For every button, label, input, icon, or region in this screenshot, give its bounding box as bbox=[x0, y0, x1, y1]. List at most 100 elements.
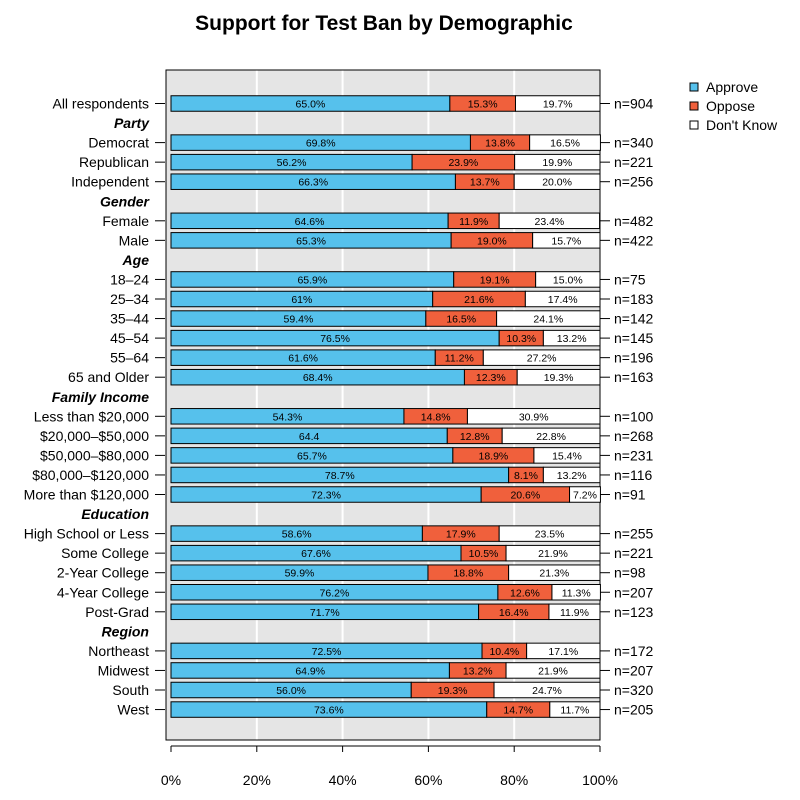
sample-size-label: n=207 bbox=[614, 584, 654, 600]
category-label: Democrat bbox=[88, 135, 149, 151]
data-label: 12.8% bbox=[460, 431, 490, 443]
bar-row: Northeast 72.5% 10.4% 17.1% n=172 bbox=[88, 642, 654, 660]
legend-swatch bbox=[689, 101, 699, 111]
data-label: 14.8% bbox=[421, 411, 451, 423]
category-label: Midwest bbox=[98, 662, 149, 678]
sample-size-label: n=183 bbox=[614, 291, 654, 307]
data-label: 17.1% bbox=[548, 646, 578, 658]
category-label: Less than $20,000 bbox=[34, 408, 149, 424]
data-label: 13.2% bbox=[557, 470, 587, 482]
category-label: $20,000–$50,000 bbox=[40, 428, 149, 444]
group-heading: Region bbox=[102, 623, 149, 639]
data-label: 11.9% bbox=[560, 607, 589, 619]
data-label: 27.2% bbox=[527, 353, 557, 365]
legend-swatch bbox=[689, 120, 699, 130]
data-label: 58.6% bbox=[282, 529, 312, 541]
sample-size-label: n=196 bbox=[614, 350, 654, 366]
bar-row: $20,000–$50,000 64.4 12.8% 22.8% n=268 bbox=[40, 427, 654, 445]
sample-size-label: n=268 bbox=[614, 428, 654, 444]
category-label: More than $120,000 bbox=[24, 487, 150, 503]
bar-row: Democrat 69.8% 13.8% 16.5% n=340 bbox=[88, 134, 654, 151]
category-label: High School or Less bbox=[24, 526, 149, 542]
data-label: 19.3% bbox=[438, 685, 468, 697]
data-label: 65.9% bbox=[297, 274, 327, 286]
bar-row: High School or Less 58.6% 17.9% 23.5% n=255 bbox=[24, 525, 654, 542]
x-tick-label: 40% bbox=[329, 772, 357, 788]
data-label: 61.6% bbox=[288, 353, 318, 365]
sample-size-label: n=123 bbox=[614, 604, 654, 620]
category-label: 4-Year College bbox=[57, 584, 149, 600]
category-label: Post-Grad bbox=[85, 604, 149, 620]
data-label: 61% bbox=[291, 294, 312, 306]
bar-row: Republican 56.2% 23.9% 19.9% n=221 bbox=[79, 153, 654, 171]
group-heading: Family Income bbox=[52, 389, 149, 405]
data-label: 8.1% bbox=[514, 470, 538, 482]
category-label: 55–64 bbox=[110, 350, 149, 366]
data-label: 76.5% bbox=[320, 333, 350, 345]
data-label: 71.7% bbox=[310, 607, 340, 619]
data-label: 16.5% bbox=[550, 138, 580, 150]
category-label: Northeast bbox=[88, 643, 149, 659]
sample-size-label: n=904 bbox=[614, 96, 654, 112]
data-label: 13.2% bbox=[557, 333, 587, 345]
bar-row: 25–34 61% 21.6% 17.4% n=183 bbox=[110, 290, 654, 308]
x-axis: 0% 20% 40% 60% 80% 100% bbox=[161, 745, 618, 788]
data-label: 59.4% bbox=[284, 314, 314, 326]
data-label: 18.9% bbox=[479, 450, 509, 462]
data-label: 67.6% bbox=[301, 548, 331, 560]
category-label: 35–44 bbox=[110, 311, 149, 327]
data-label: 24.7% bbox=[532, 685, 562, 697]
data-label: 24.1% bbox=[533, 314, 563, 326]
category-label: Some College bbox=[61, 545, 149, 561]
sample-size-label: n=207 bbox=[614, 662, 654, 678]
data-label: 16.4% bbox=[499, 607, 529, 619]
data-label: 19.1% bbox=[480, 274, 510, 286]
data-label: 76.2% bbox=[320, 587, 350, 599]
data-label: 65.3% bbox=[296, 235, 326, 247]
category-label: West bbox=[117, 702, 149, 718]
bar-row: Independent 66.3% 13.7% 20.0% n=256 bbox=[71, 173, 654, 190]
category-label: Republican bbox=[79, 154, 149, 170]
data-label: 56.2% bbox=[277, 157, 307, 169]
x-tick-label: 80% bbox=[500, 772, 528, 788]
sample-size-label: n=142 bbox=[614, 311, 654, 327]
category-label: 65 and Older bbox=[68, 369, 149, 385]
sample-size-label: n=100 bbox=[614, 408, 654, 424]
data-label: 10.5% bbox=[469, 548, 499, 560]
sample-size-label: n=320 bbox=[614, 682, 654, 698]
category-label: Female bbox=[102, 213, 149, 229]
plot-panel bbox=[166, 70, 600, 740]
data-label: 72.3% bbox=[311, 490, 341, 502]
legend: Approve Oppose Don't Know bbox=[689, 79, 778, 133]
bar-row: Female 64.6% 11.9% 23.4% n=482 bbox=[102, 212, 654, 230]
group-heading: Gender bbox=[100, 193, 151, 209]
category-label: $80,000–$120,000 bbox=[32, 467, 149, 483]
bar-row: West 73.6% 14.7% 11.7% n=205 bbox=[117, 701, 654, 718]
bar-row: 45–54 76.5% 10.3% 13.2% n=145 bbox=[110, 329, 654, 347]
data-label: 15.4% bbox=[552, 450, 582, 462]
data-label: 72.5% bbox=[312, 646, 342, 658]
data-label: 13.8% bbox=[485, 138, 515, 150]
data-label: 54.3% bbox=[273, 411, 303, 423]
sample-size-label: n=340 bbox=[614, 135, 654, 151]
data-label: 14.7% bbox=[503, 705, 533, 717]
data-label: 73.6% bbox=[314, 705, 344, 717]
sample-size-label: n=116 bbox=[614, 467, 652, 483]
data-label: 30.9% bbox=[519, 411, 549, 423]
sample-size-label: n=98 bbox=[614, 565, 646, 581]
data-label: 19.9% bbox=[542, 157, 572, 169]
bar-row: More than $120,000 72.3% 20.6% 7.2% n=91 bbox=[24, 486, 646, 503]
data-label: 19.3% bbox=[544, 372, 574, 384]
data-label: 19.7% bbox=[543, 99, 573, 111]
sample-size-label: n=172 bbox=[614, 643, 654, 659]
sample-size-label: n=231 bbox=[614, 447, 654, 463]
bar-row: Post-Grad 71.7% 16.4% 11.9% n=123 bbox=[85, 603, 654, 621]
group-heading: Party bbox=[114, 115, 150, 131]
legend-swatch bbox=[689, 82, 699, 92]
data-label: 69.8% bbox=[306, 138, 336, 150]
sample-size-label: n=422 bbox=[614, 232, 654, 248]
sample-size-label: n=75 bbox=[614, 271, 646, 287]
data-label: 65.7% bbox=[297, 450, 327, 462]
data-label: 56.0% bbox=[276, 685, 306, 697]
